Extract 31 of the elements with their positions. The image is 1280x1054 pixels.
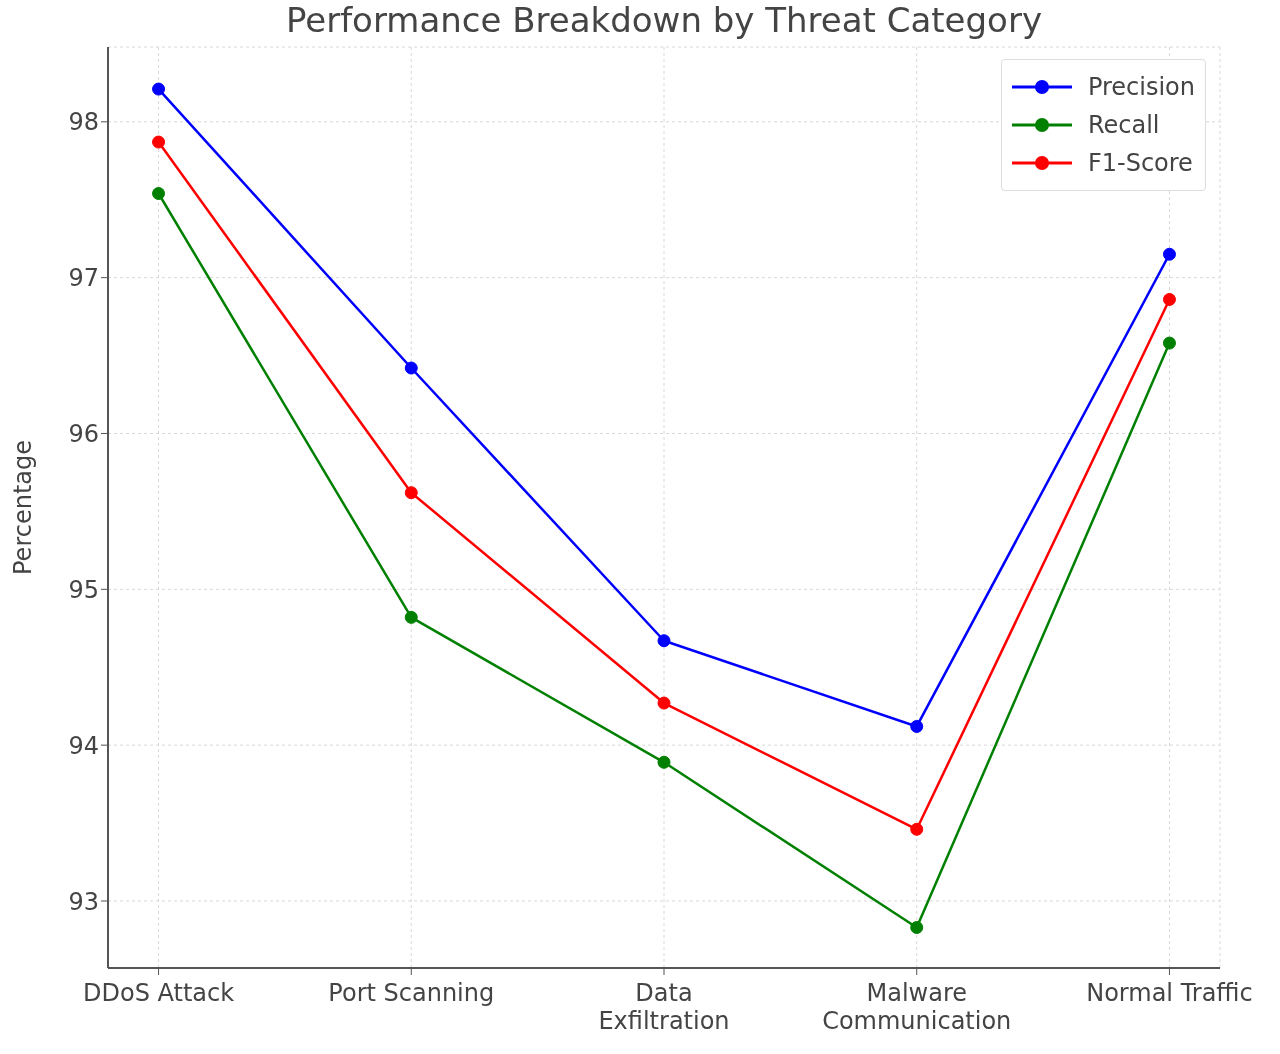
y-tick-label: 94 — [68, 731, 99, 760]
x-tick-label: Data Exfiltration — [598, 979, 730, 1035]
point — [1162, 292, 1176, 306]
y-tick-label: 95 — [68, 575, 99, 604]
y-axis-title: Percentage — [8, 439, 37, 576]
legend-label: F1-Score — [1087, 149, 1193, 177]
x-tick-label: Port Scanning — [328, 979, 495, 1007]
y-tick-label: 97 — [68, 264, 99, 293]
point — [152, 82, 166, 96]
point — [1162, 336, 1176, 350]
y-tick-label: 93 — [68, 887, 99, 916]
x-tick-label: Normal Traffic — [1086, 979, 1253, 1007]
point — [657, 696, 671, 710]
x-tick-label: DDoS Attack — [82, 979, 235, 1007]
point — [910, 822, 924, 836]
point — [152, 186, 166, 200]
legend-label: Recall — [1087, 111, 1160, 139]
point — [404, 486, 418, 500]
chart-title: Performance Breakdown by Threat Category — [284, 0, 1044, 40]
point — [657, 634, 671, 648]
point — [404, 610, 418, 624]
y-tick-label: 96 — [68, 420, 99, 448]
point — [910, 920, 924, 934]
point — [152, 135, 166, 149]
x-tick-label: Malware Communication — [822, 979, 1012, 1035]
point — [404, 361, 418, 375]
y-tick-label: 98 — [68, 108, 99, 137]
point — [910, 719, 924, 733]
point — [657, 755, 671, 769]
legend-label: Precision — [1087, 73, 1195, 101]
point — [1162, 247, 1176, 261]
